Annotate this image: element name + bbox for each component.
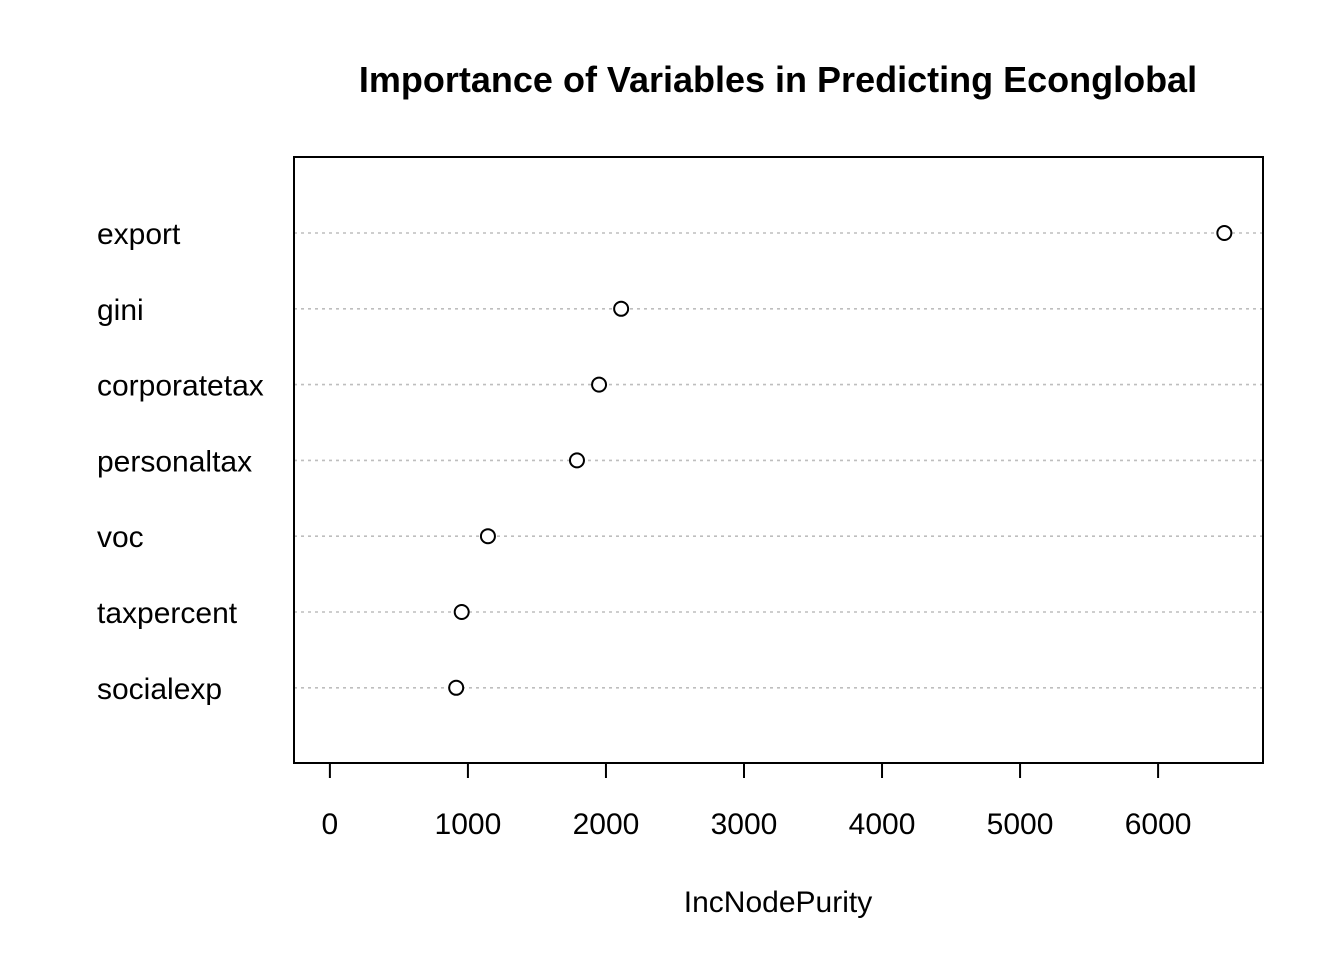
x-tick-label-0: 0 <box>322 808 339 841</box>
data-point-export <box>1216 225 1233 241</box>
category-label-export: export <box>97 218 181 251</box>
x-tick-label-1000: 1000 <box>435 808 502 841</box>
data-point-voc <box>479 528 496 545</box>
x-tick-label-2000: 2000 <box>573 808 640 841</box>
category-label-corporatetax: corporatetax <box>97 370 264 403</box>
category-label-taxpercent: taxpercent <box>97 597 238 630</box>
data-point-corporatetax <box>591 376 608 393</box>
category-label-gini: gini <box>97 294 144 327</box>
grid-lines <box>294 232 1263 689</box>
category-label-socialexp: socialexp <box>97 673 222 706</box>
x-tick-label-4000: 4000 <box>849 808 916 841</box>
category-labels: export gini corporatetax personaltax voc taxp… <box>97 218 264 706</box>
data-point-personaltax <box>568 452 585 469</box>
x-axis: 0 1000 2000 3000 4000 5000 6000 <box>322 762 1192 841</box>
x-axis-label: IncNodePurity <box>684 886 872 919</box>
x-tick-label-5000: 5000 <box>987 808 1054 841</box>
category-label-voc: voc <box>97 521 144 554</box>
data-point-taxpercent <box>453 604 470 620</box>
chart-title: Importance of Variables in Predicting Ec… <box>359 59 1197 100</box>
x-tick-label-6000: 6000 <box>1125 808 1192 841</box>
data-point-socialexp <box>448 679 465 696</box>
data-points <box>448 225 1233 696</box>
x-tick-label-3000: 3000 <box>711 808 778 841</box>
category-label-personaltax: personaltax <box>97 445 252 478</box>
data-point-gini <box>613 300 630 317</box>
x-axis-ticks: 0 1000 2000 3000 4000 5000 6000 <box>322 763 1192 841</box>
